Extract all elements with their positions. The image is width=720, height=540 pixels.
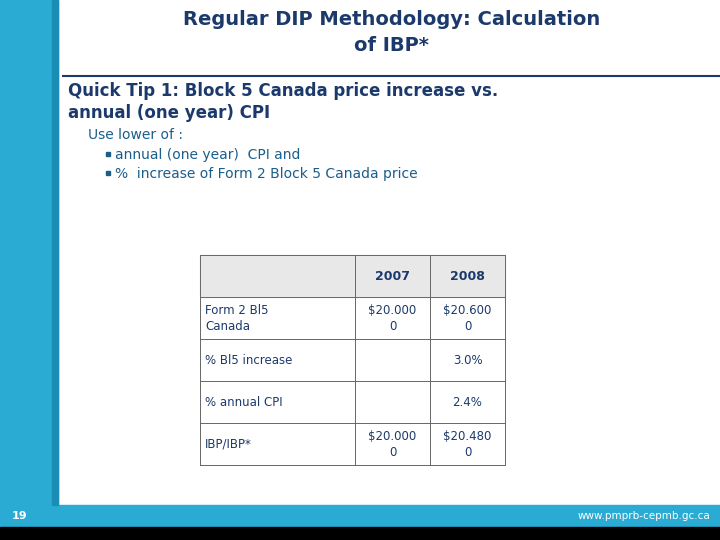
Text: 2008: 2008 bbox=[450, 269, 485, 282]
Text: 2.4%: 2.4% bbox=[453, 395, 482, 408]
Text: $20.000
0: $20.000 0 bbox=[369, 303, 417, 333]
Bar bbox=[200, 255, 505, 297]
Text: annual (one year) CPI: annual (one year) CPI bbox=[68, 104, 270, 122]
Bar bbox=[52, 0, 58, 505]
Bar bbox=[106, 171, 110, 175]
Bar bbox=[0, 527, 720, 540]
Text: Regular DIP Methodology: Calculation: Regular DIP Methodology: Calculation bbox=[183, 10, 600, 29]
Bar bbox=[200, 255, 505, 465]
Text: Form 2 Bl5
Canada: Form 2 Bl5 Canada bbox=[205, 303, 269, 333]
Text: www.pmprb-cepmb.gc.ca: www.pmprb-cepmb.gc.ca bbox=[577, 511, 710, 521]
Text: %  increase of Form 2 Block 5 Canada price: % increase of Form 2 Block 5 Canada pric… bbox=[115, 167, 418, 181]
Text: % Bl5 increase: % Bl5 increase bbox=[205, 354, 292, 367]
Bar bbox=[106, 152, 110, 156]
Text: % annual CPI: % annual CPI bbox=[205, 395, 283, 408]
Text: IBP/IBP*: IBP/IBP* bbox=[205, 437, 252, 450]
Text: Use lower of :: Use lower of : bbox=[88, 128, 183, 142]
Bar bbox=[0, 505, 720, 527]
Text: 19: 19 bbox=[12, 511, 27, 521]
Text: $20.480
0: $20.480 0 bbox=[444, 429, 492, 458]
Text: $20.000
0: $20.000 0 bbox=[369, 429, 417, 458]
Text: $20.600
0: $20.600 0 bbox=[444, 303, 492, 333]
Text: Quick Tip 1: Block 5 Canada price increase vs.: Quick Tip 1: Block 5 Canada price increa… bbox=[68, 82, 498, 100]
Text: 3.0%: 3.0% bbox=[453, 354, 482, 367]
Text: 2007: 2007 bbox=[375, 269, 410, 282]
Text: of IBP*: of IBP* bbox=[354, 36, 429, 55]
Text: annual (one year)  CPI and: annual (one year) CPI and bbox=[115, 148, 300, 162]
Bar bbox=[0, 0, 58, 505]
